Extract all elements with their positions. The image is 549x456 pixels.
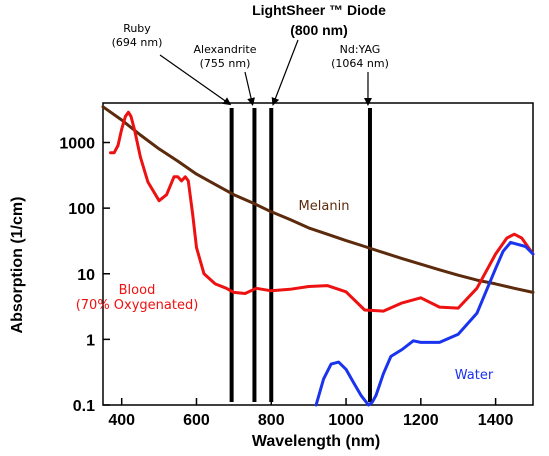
plot-frame [102,102,534,406]
x-tick-label-1: 600 [183,412,210,429]
y-axis-title: Absorption (1/cm) [9,197,26,334]
laser-lines [229,108,372,402]
laser-wavelength-0: (694 nm) [112,36,163,49]
blood-label-line2: (70% Oxygenated) [76,298,199,313]
y-tick-label-0: 0.1 [73,398,95,415]
laser-name-2: LightSheer ™ Diode [252,2,386,18]
laser-name-1: Alexandrite [193,43,256,56]
laser-name-3: Nd:YAG [340,43,381,56]
y-tick-label-3: 100 [68,201,95,218]
x-tick-label-5: 1400 [478,412,514,429]
series-line-1 [109,110,535,313]
laser-name-0: Ruby [123,22,151,35]
x-axis-title: Wavelength (nm) [252,433,380,450]
laser-arrow-2 [271,39,299,106]
x-tick-label-3: 1000 [328,412,364,429]
laser-wavelength-1: (755 nm) [200,57,251,70]
y-tick-label-4: 1000 [59,136,95,153]
x-tick-label-0: 400 [108,412,135,429]
chart-labels: Ruby(694 nm) Alexandrite(755 nm) LightShee… [76,2,494,383]
laser-arrow-0 [159,54,232,106]
y-tick-label-1: 1 [86,332,95,349]
plot-border [102,102,534,406]
series-line-2 [314,240,535,407]
series-line-0 [101,105,535,294]
laser-arrow-1 [244,71,255,106]
x-tick-label-2: 800 [258,412,285,429]
water-label: Water [455,368,494,383]
laser-wavelength-3: (1064 nm) [331,57,389,70]
y-tick-label-2: 10 [77,267,95,284]
blood-label-line1: Blood [119,283,156,298]
series-lines [101,105,535,407]
melanin-label: Melanin [299,199,350,214]
laser-wavelength-2: (800 nm) [290,22,348,38]
x-tick-label-4: 1200 [403,412,439,429]
axis-ticks: 400 600 800 1000 1200 1400 0.1 1 10 100 1000 [59,136,513,429]
